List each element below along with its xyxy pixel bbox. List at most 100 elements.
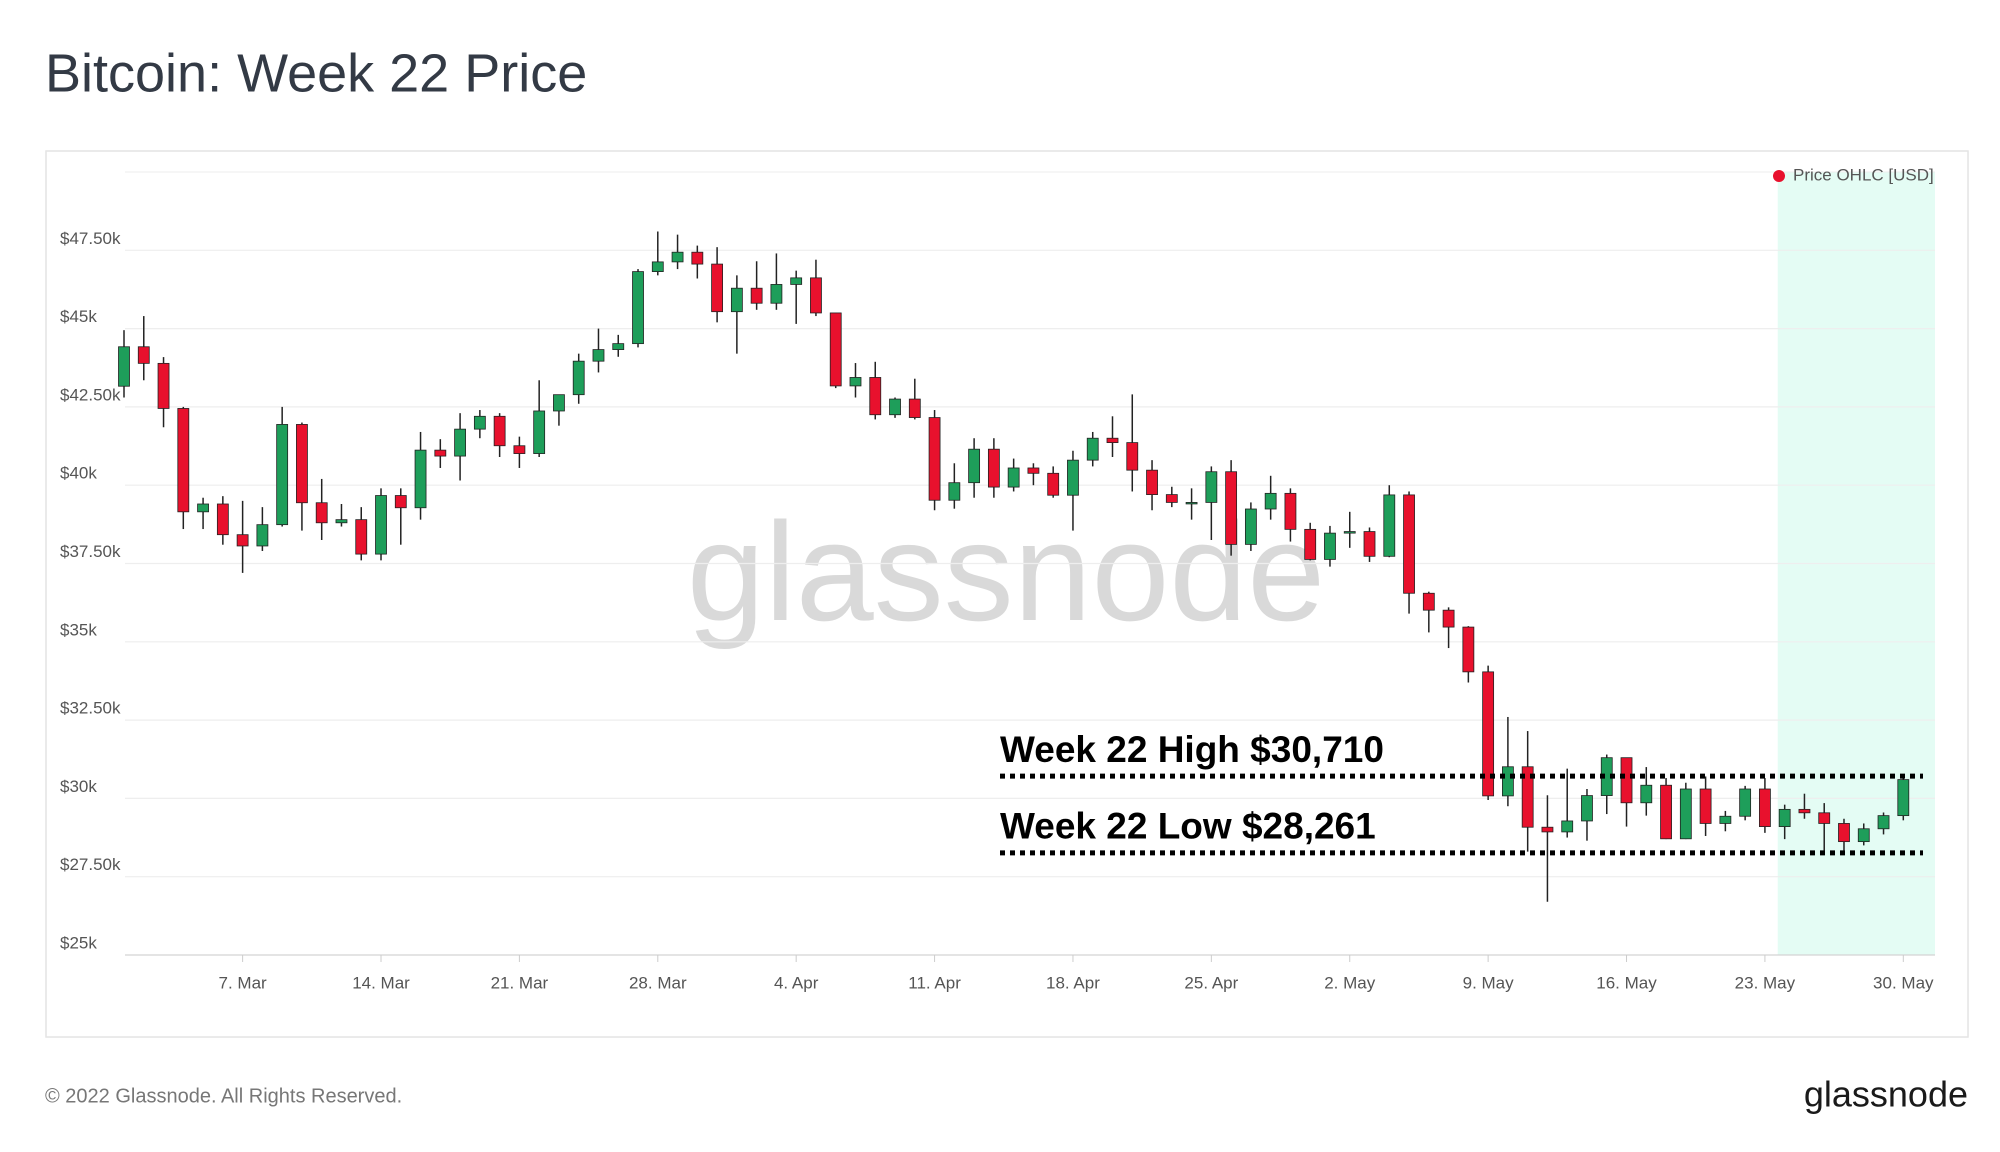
- x-tick-label: 30. May: [1873, 973, 1934, 992]
- y-tick-label: $30k: [60, 777, 97, 796]
- candle-body: [1541, 826, 1554, 833]
- legend-marker: [1773, 170, 1785, 182]
- candle-body: [493, 415, 506, 447]
- candle-body: [1699, 788, 1712, 824]
- candle-body: [177, 408, 190, 513]
- candle-body: [315, 502, 328, 524]
- candle-body: [1146, 469, 1158, 495]
- candle-body: [711, 263, 723, 313]
- candle-body: [1225, 471, 1238, 545]
- x-tick-label: 14. Mar: [352, 973, 410, 992]
- candle-body: [1660, 784, 1672, 840]
- candle-body: [1324, 532, 1336, 560]
- y-tick-label: $47.50k: [60, 229, 121, 248]
- candle-body: [730, 287, 743, 313]
- x-tick-label: 2. May: [1324, 973, 1376, 992]
- x-tick-label: 16. May: [1596, 973, 1657, 992]
- candle-body: [1759, 788, 1771, 827]
- candle-body: [296, 424, 308, 504]
- candle-body: [1640, 784, 1653, 804]
- candle-body: [671, 251, 684, 263]
- candle-body: [1897, 779, 1910, 817]
- candle-body: [276, 424, 289, 526]
- candle-body: [1343, 531, 1356, 534]
- y-tick-label: $37.50k: [60, 542, 121, 561]
- candle-body: [612, 343, 625, 350]
- candle-body: [1620, 757, 1633, 804]
- y-tick-label: $40k: [60, 464, 97, 483]
- candle-body: [1165, 494, 1178, 503]
- candle-body: [770, 284, 783, 304]
- y-tick-label: $45k: [60, 307, 97, 326]
- x-tick-label: 21. Mar: [491, 973, 549, 992]
- candle-body: [948, 482, 961, 501]
- x-tick-label: 25. Apr: [1184, 973, 1238, 992]
- candle-body: [335, 519, 348, 524]
- candle-body: [1126, 442, 1139, 471]
- y-tick-label: $42.50k: [60, 385, 121, 404]
- candle-body: [987, 448, 1000, 488]
- chart-frame: [45, 150, 1969, 1038]
- legend-label: Price OHLC [USD]: [1793, 165, 1934, 184]
- candle-body: [869, 377, 882, 416]
- candle-body: [1462, 626, 1475, 673]
- candle-body: [375, 495, 387, 555]
- candle-body: [1739, 788, 1752, 817]
- annotation-label: Week 22 Low $28,261: [1000, 806, 1376, 847]
- x-tick-label: 7. Mar: [219, 973, 268, 992]
- candle-body: [1244, 508, 1257, 545]
- candle-body: [810, 277, 822, 314]
- x-tick-label: 23. May: [1735, 973, 1796, 992]
- candle-body: [1383, 494, 1396, 557]
- candle-body: [434, 449, 447, 457]
- candle-body: [1304, 528, 1317, 560]
- candle-body: [533, 410, 546, 454]
- candle-body: [137, 346, 150, 364]
- logo: glassnode: [1804, 1074, 1968, 1115]
- watermark: glassnode: [687, 493, 1325, 650]
- candle-body: [1363, 531, 1376, 557]
- candle-body: [1778, 808, 1791, 827]
- y-tick-label: $25k: [60, 933, 97, 952]
- candle-body: [1521, 766, 1534, 828]
- x-tick-label: 9. May: [1463, 973, 1515, 992]
- candle-body: [632, 271, 644, 345]
- candle-body: [889, 398, 901, 416]
- candle-body: [256, 524, 269, 547]
- candle-body: [553, 394, 565, 412]
- candle-body: [1205, 471, 1218, 503]
- candle-body: [691, 251, 704, 265]
- y-tick-label: $27.50k: [60, 855, 121, 874]
- candle-body: [1857, 828, 1870, 843]
- candle-body: [1442, 609, 1455, 628]
- candle-body: [1067, 459, 1079, 496]
- candle-body: [1877, 815, 1890, 830]
- candle-body: [1027, 467, 1040, 474]
- candle-body: [908, 398, 921, 418]
- candle-body: [216, 503, 229, 536]
- candle-body: [572, 360, 585, 396]
- y-tick-label: $32.50k: [60, 699, 121, 718]
- candle-body: [829, 312, 842, 387]
- candle-body: [157, 362, 170, 409]
- candle-body: [1838, 823, 1850, 843]
- candle-body: [414, 449, 427, 509]
- candle-body: [394, 495, 407, 509]
- candle-body: [1482, 671, 1495, 797]
- candle-body: [1679, 788, 1692, 840]
- x-tick-label: 18. Apr: [1046, 973, 1100, 992]
- candle-body: [790, 277, 803, 285]
- candle-body: [473, 415, 486, 430]
- candle-body: [592, 349, 605, 362]
- annotation-label: Week 22 High $30,710: [1000, 729, 1384, 770]
- candle-body: [1719, 815, 1732, 824]
- candle-body: [1086, 437, 1099, 461]
- candle-body: [928, 417, 941, 501]
- candle-body: [1403, 494, 1415, 594]
- candle-body: [849, 377, 862, 387]
- candle-body: [1581, 795, 1593, 822]
- copyright: © 2022 Glassnode. All Rights Reserved.: [45, 1085, 402, 1107]
- candle-body: [1264, 492, 1277, 510]
- candle-body: [1185, 502, 1198, 505]
